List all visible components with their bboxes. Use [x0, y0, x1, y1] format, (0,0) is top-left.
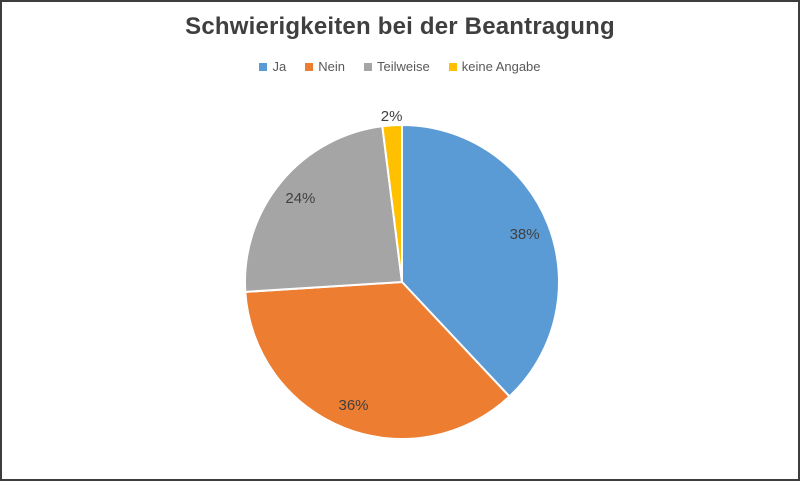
- legend-label: Nein: [318, 59, 345, 74]
- legend-swatch-keine-angabe: [448, 62, 457, 71]
- chart-title: Schwierigkeiten bei der Beantragung: [185, 13, 615, 40]
- legend-label: keine Angabe: [461, 59, 541, 74]
- legend-label: Teilweise: [376, 59, 430, 74]
- pie-slice-ja: [401, 124, 560, 398]
- pie-slice-nein: [244, 281, 511, 440]
- legend-item-nein: Nein: [305, 59, 345, 74]
- slice-label-ja: 38%: [510, 226, 540, 243]
- legend-swatch-nein: [305, 62, 314, 71]
- pie-slice-teilweise: [244, 125, 403, 293]
- slice-label-nein: 36%: [338, 397, 368, 414]
- legend-item-keine-angabe: keine Angabe: [448, 59, 541, 74]
- legend-swatch-teilweise: [363, 62, 372, 71]
- legend-label: Ja: [272, 59, 287, 74]
- slice-label-keine-angabe: 2%: [381, 108, 403, 125]
- slice-label-teilweise: 24%: [285, 190, 315, 207]
- legend-item-ja: Ja: [259, 59, 286, 74]
- pie-slice-keine-angabe: [381, 124, 403, 283]
- legend-swatch-ja: [259, 62, 268, 71]
- chart-legend: Ja Nein Teilweise keine Angabe: [2, 59, 798, 74]
- legend-item-teilweise: Teilweise: [363, 59, 430, 74]
